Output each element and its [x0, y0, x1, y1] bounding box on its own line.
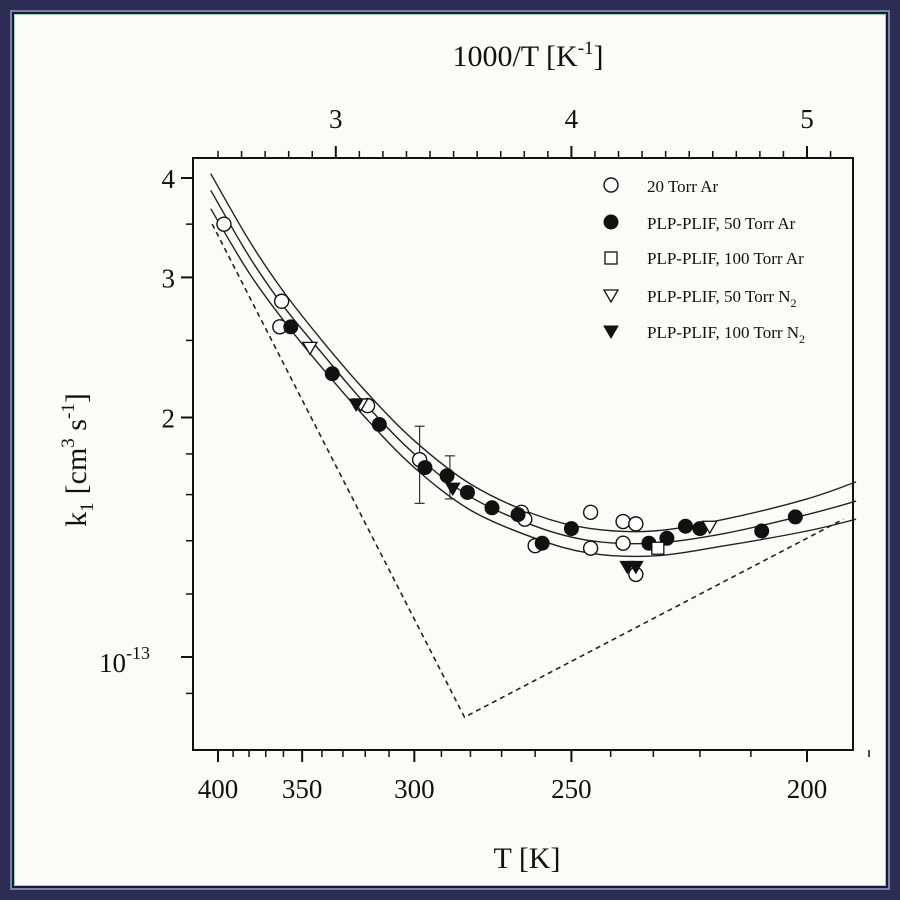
- x-bottom-tick-label: 200: [787, 774, 828, 804]
- data-point-filled-circle: [439, 468, 455, 484]
- data-point-filled-circle: [283, 319, 299, 335]
- legend-symbol-open-circle: [603, 177, 619, 193]
- data-point-filled-triangle-down: [627, 560, 644, 575]
- data-point-filled-circle: [787, 509, 803, 525]
- x-top-tick-label: 5: [800, 104, 814, 134]
- legend: 20 Torr Ar PLP-PLIF, 50 Torr Ar PLP-PLIF…: [602, 177, 805, 346]
- x-bottom-tick-label: 300: [394, 774, 435, 804]
- data-point-open-circle: [628, 516, 644, 532]
- data-point-filled-circle: [484, 500, 500, 516]
- x-top-tick-label: 3: [329, 104, 343, 134]
- data-point-open-triangle-down: [301, 341, 319, 356]
- legend-symbol-filled-triangle-down: [603, 325, 619, 339]
- data-point-filled-circle: [459, 484, 475, 500]
- data-point-open-square: [651, 541, 665, 555]
- x-bottom-tick-label: 400: [198, 774, 239, 804]
- fit-curve-2: [210, 189, 857, 545]
- data-point-open-circle: [615, 513, 631, 530]
- data-point-filled-triangle-down: [348, 398, 365, 412]
- legend-label-20-torr-ar: 20 Torr Ar: [647, 177, 719, 196]
- legend-symbol-filled-circle: [603, 214, 619, 230]
- legend-label-100-torr-ar: PLP-PLIF, 100 Torr Ar: [647, 249, 804, 268]
- data-point-filled-circle: [678, 518, 694, 534]
- legend-label-100-torr-n2: PLP-PLIF, 100 Torr N2: [647, 323, 805, 346]
- top-axis-title: 1000/T [K-1]: [452, 38, 603, 73]
- data-point-filled-circle: [534, 535, 550, 551]
- data-point-filled-triangle-down: [444, 482, 461, 497]
- legend-label-50-torr-n2: PLP-PLIF, 50 Torr N2: [647, 287, 797, 310]
- legend-symbol-open-square: [604, 251, 618, 265]
- data-point-filled-circle: [754, 523, 770, 539]
- data-point-open-circle: [615, 535, 631, 551]
- data-point-open-circle: [582, 504, 599, 521]
- data-point-open-circle: [582, 540, 599, 556]
- plot-area: [192, 157, 854, 751]
- data-point-filled-circle: [510, 507, 526, 523]
- data-point-filled-circle: [371, 416, 387, 432]
- y-tick-label: 4: [162, 164, 176, 194]
- y-tick-label-1e-13: 10-13: [99, 643, 150, 678]
- y-tick-label: 3: [162, 263, 176, 293]
- data-point-open-triangle-down: [701, 520, 718, 535]
- dashed-fit-curve: [211, 223, 844, 719]
- x-top-tick-label: 4: [565, 104, 579, 134]
- data-point-open-circle: [216, 216, 232, 232]
- x-bottom-tick-label: 350: [282, 774, 323, 804]
- y-axis-title: k1[cm3 s-1]: [58, 393, 98, 527]
- data-point-filled-circle: [417, 460, 433, 476]
- bottom-axis-title: T [K]: [494, 842, 561, 875]
- legend-symbol-open-triangle-down: [602, 289, 620, 304]
- data-point-filled-circle: [563, 521, 579, 537]
- fit-curve-1: [210, 173, 857, 533]
- x-bottom-tick-label: 250: [551, 774, 592, 804]
- legend-label-50-torr-ar: PLP-PLIF, 50 Torr Ar: [647, 214, 796, 233]
- y-tick-label: 2: [162, 404, 176, 434]
- data-point-filled-circle: [324, 366, 340, 382]
- data-point-open-circle: [273, 293, 290, 309]
